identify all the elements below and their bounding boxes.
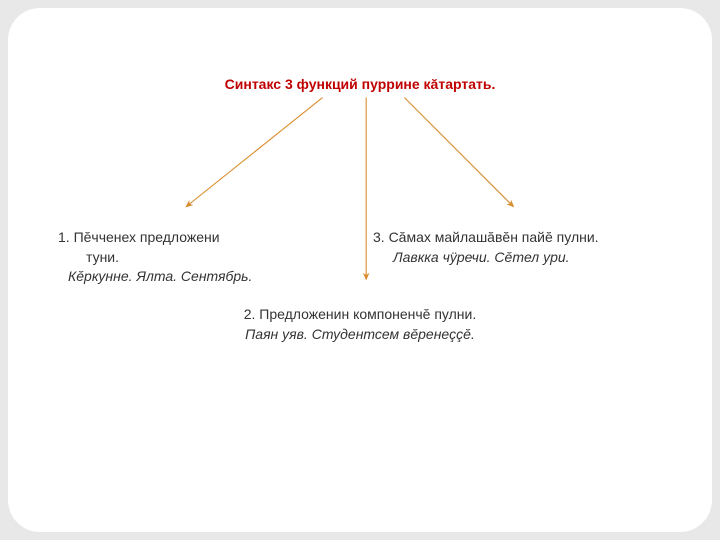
- item-3-line1: 3. Сăмах майлашăвĕн пайĕ пулни.: [373, 228, 693, 248]
- item-2-example: Паян уяв. Студентсем вĕренеççĕ.: [8, 325, 712, 345]
- item-3-block: 3. Сăмах майлашăвĕн пайĕ пулни. Лавкка ч…: [373, 228, 693, 267]
- title-text: Синтакс 3 функций пуррине кăтартать.: [8, 76, 712, 92]
- arrow-left: [186, 98, 322, 207]
- slide-container: Синтакс 3 функций пуррине кăтартать. 1. …: [8, 8, 712, 532]
- item-1-block: 1. Пĕчченех предложени туни. Кĕркунне. Я…: [58, 228, 358, 287]
- item-2-line1: 2. Предложенин компоненчĕ пулни.: [8, 305, 712, 325]
- item-2-block: 2. Предложенин компоненчĕ пулни. Паян уя…: [8, 305, 712, 344]
- arrow-right: [404, 98, 513, 207]
- item-1-example: Кĕркунне. Ялта. Сентябрь.: [58, 267, 358, 287]
- item-1-line2: туни.: [58, 248, 358, 268]
- item-1-line1: 1. Пĕчченех предложени: [58, 228, 358, 248]
- item-3-example: Лавкка чÿречи. Сĕтел ури.: [373, 248, 693, 268]
